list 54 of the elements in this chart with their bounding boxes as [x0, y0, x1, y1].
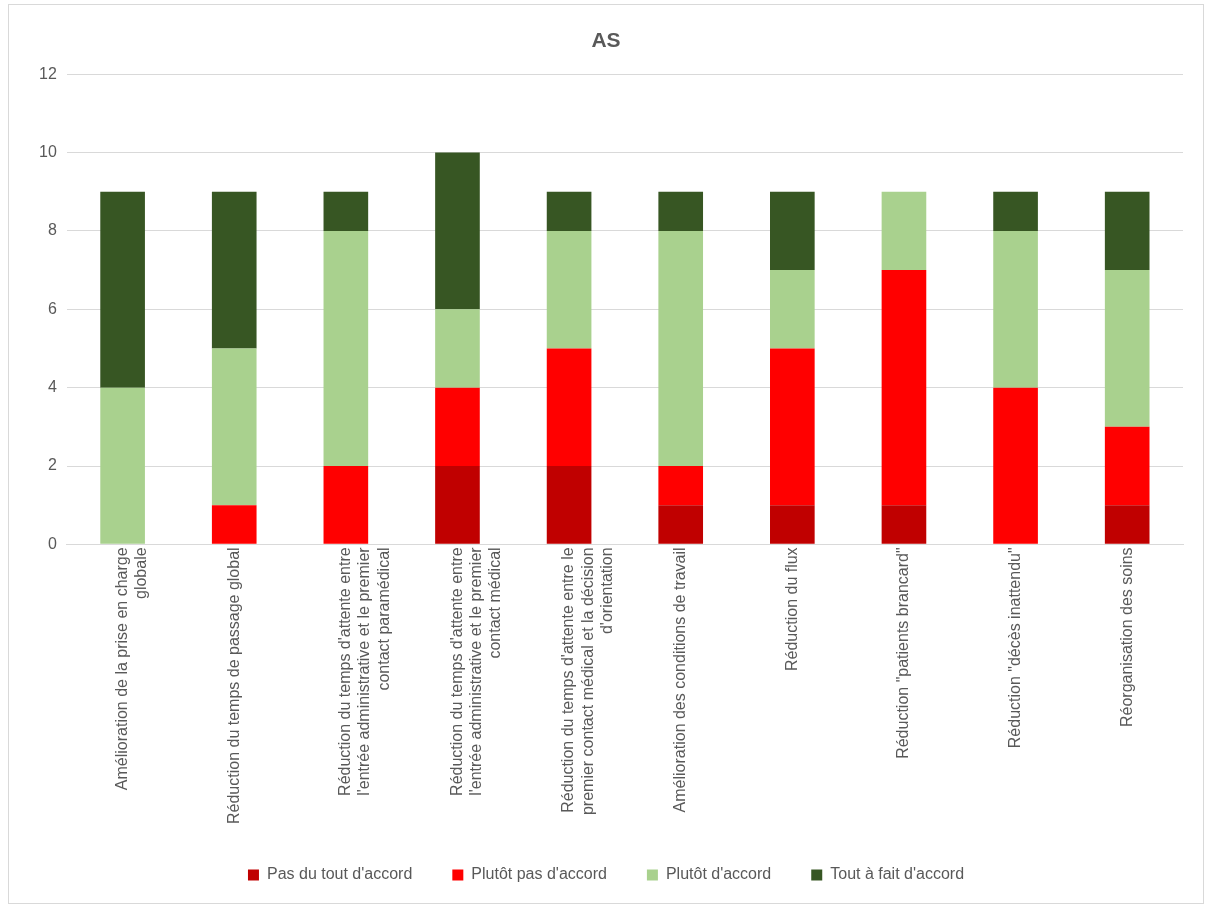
- bar: [546, 230, 592, 349]
- bar: [546, 348, 592, 467]
- bar: [435, 466, 480, 544]
- x-tick-label: Amélioration de la prise en charge globale: [113, 547, 150, 791]
- bar: [435, 387, 480, 467]
- bar: [100, 387, 145, 544]
- legend-label: Tout à fait d'accord: [830, 865, 965, 883]
- bar: [435, 309, 480, 388]
- bar: [770, 348, 815, 506]
- x-tick-label: Réduction "décès inattendu": [1005, 547, 1023, 749]
- bar: [881, 270, 927, 506]
- bar: [658, 230, 704, 467]
- x-tick-label: Réduction "patients brancard": [894, 547, 912, 759]
- bar: [993, 230, 1038, 388]
- bar: [770, 270, 815, 349]
- bar: [323, 466, 369, 544]
- bar: [323, 191, 369, 231]
- bar: [1104, 191, 1150, 271]
- legend-label: Plutôt d'accord: [665, 865, 772, 883]
- bar: [881, 191, 927, 271]
- bar: [770, 191, 815, 271]
- legend-label: Plutôt pas d'accord: [471, 865, 607, 883]
- bar: [770, 505, 815, 544]
- x-tick-label: Réduction du flux: [782, 547, 800, 672]
- legend-label: Pas du tout d'accord: [266, 865, 413, 883]
- bar: [323, 230, 369, 467]
- bar: [211, 505, 257, 544]
- y-tick-label: 2: [47, 456, 57, 474]
- y-tick-label: 12: [39, 64, 57, 82]
- x-tick-label: Réduction du temps de passage global: [224, 547, 242, 825]
- bar: [546, 191, 592, 231]
- y-tick-label: 10: [39, 142, 57, 160]
- bar: [993, 191, 1038, 231]
- bar: [546, 466, 592, 544]
- x-tick-label: Réorganisation des soins: [1117, 547, 1135, 728]
- x-tick-label: Amélioration des conditions de travail: [671, 547, 689, 813]
- bar: [1104, 426, 1150, 506]
- y-tick-label: 4: [47, 378, 57, 396]
- bar: [993, 387, 1038, 544]
- bar: [881, 505, 927, 544]
- bar: [435, 152, 480, 310]
- y-tick-label: 8: [47, 221, 57, 239]
- y-tick-label: 6: [47, 299, 57, 317]
- chart-title: AS: [591, 28, 621, 52]
- bar: [1104, 505, 1150, 544]
- y-tick-label: 0: [47, 534, 57, 552]
- bar: [211, 348, 257, 506]
- bar: [100, 191, 145, 388]
- bar: [658, 505, 704, 544]
- bar: [1104, 270, 1150, 427]
- bar: [211, 191, 257, 349]
- x-tick-label: Réduction du temps d'attente entre l'entrée administrative et le premier contact paramédical: [336, 546, 392, 796]
- bar: [658, 191, 704, 231]
- bar: [658, 466, 704, 506]
